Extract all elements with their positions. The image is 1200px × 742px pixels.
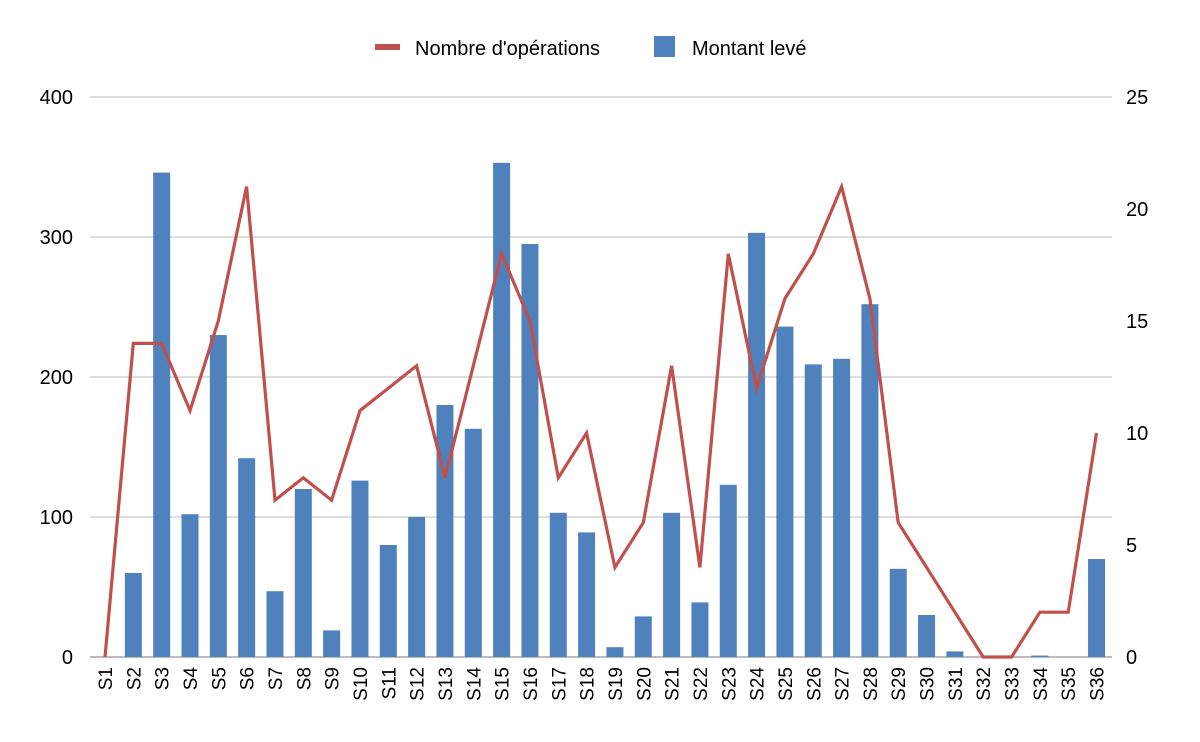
bar-S17 xyxy=(549,512,567,657)
bar-S22 xyxy=(691,602,709,657)
bar-S3 xyxy=(153,172,171,657)
bar-S6 xyxy=(238,458,256,657)
x-tick-label: S16 xyxy=(521,667,542,701)
bar-S18 xyxy=(578,532,596,657)
bar-S31 xyxy=(946,651,964,657)
bar-S27 xyxy=(833,358,851,657)
x-tick-label: S7 xyxy=(266,667,287,690)
x-tick-label: S35 xyxy=(1059,667,1080,701)
right-tick-label: 5 xyxy=(1126,535,1137,557)
x-tick-label: S32 xyxy=(974,667,995,701)
bar-S24 xyxy=(748,232,766,658)
left-axis: 0 100 200 300 400 xyxy=(40,87,73,669)
x-tick-label: S36 xyxy=(1088,667,1109,701)
right-tick-label: 0 xyxy=(1126,647,1137,669)
x-tick-label: S31 xyxy=(946,667,967,701)
x-tick-label: S3 xyxy=(153,667,174,690)
x-tick-label: S2 xyxy=(124,667,145,690)
legend: Nombre d'opérations Montant levé xyxy=(375,36,807,60)
x-tick-label: S8 xyxy=(294,667,315,690)
bar-S7 xyxy=(266,591,284,657)
left-tick-label: 100 xyxy=(40,507,73,529)
bar-S34 xyxy=(1031,655,1049,657)
x-tick-label: S28 xyxy=(861,667,882,701)
gridlines xyxy=(90,96,1112,658)
x-tick-label: S30 xyxy=(918,667,939,701)
x-tick-label: S27 xyxy=(833,667,854,701)
x-tick-label: S22 xyxy=(691,667,712,701)
bar-S2 xyxy=(124,573,142,657)
x-tick-label: S33 xyxy=(1003,667,1024,701)
bar-S23 xyxy=(719,484,737,657)
bar-S11 xyxy=(379,545,397,657)
x-tick-label: S15 xyxy=(493,667,514,701)
left-tick-label: 200 xyxy=(40,367,73,389)
bar-S26 xyxy=(804,364,822,657)
right-axis: 0 5 10 15 20 25 xyxy=(1126,87,1148,669)
x-tick-label: S24 xyxy=(748,667,769,701)
bar-S28 xyxy=(861,304,879,657)
x-tick-label: S17 xyxy=(549,667,570,701)
right-tick-label: 20 xyxy=(1126,199,1148,221)
x-tick-label: S5 xyxy=(209,667,230,690)
x-tick-label: S23 xyxy=(719,667,740,701)
bar-S4 xyxy=(181,514,199,657)
x-tick-label: S20 xyxy=(634,667,655,701)
x-tick-label: S4 xyxy=(181,667,202,691)
bar-S12 xyxy=(408,517,426,657)
x-tick-label: S21 xyxy=(663,667,684,701)
x-axis: S1 S2 S3 S4 S5 S6 S7 S8 S9 S10 S11 S12 S13 S14 S15 S16 S… xyxy=(96,667,1109,701)
x-tick-label: S18 xyxy=(578,667,599,701)
bar-S5 xyxy=(209,335,227,657)
line-operations xyxy=(103,181,1099,659)
x-tick-label: S26 xyxy=(804,667,825,701)
right-tick-label: 15 xyxy=(1126,311,1148,333)
line-series xyxy=(103,181,1099,659)
x-tick-label: S29 xyxy=(889,667,910,701)
x-tick-label: S25 xyxy=(776,667,797,701)
bar-S10 xyxy=(351,480,369,657)
legend-label-operations: Nombre d'opérations xyxy=(415,38,600,60)
x-tick-label: S12 xyxy=(408,667,429,701)
bar-S20 xyxy=(634,616,652,657)
right-tick-label: 25 xyxy=(1126,87,1148,109)
bar-S29 xyxy=(889,568,907,657)
bar-S13 xyxy=(436,405,454,657)
legend-bar-marker xyxy=(654,36,675,57)
left-tick-label: 0 xyxy=(62,647,73,669)
bar-S8 xyxy=(294,489,312,657)
bar-S21 xyxy=(663,512,681,657)
bar-S25 xyxy=(776,326,794,657)
x-tick-label: S11 xyxy=(379,667,400,699)
x-tick-label: S1 xyxy=(96,667,117,690)
bar-S36 xyxy=(1088,559,1106,657)
x-tick-label: S14 xyxy=(464,667,485,701)
legend-label-amount: Montant levé xyxy=(692,38,807,60)
x-tick-label: S19 xyxy=(606,667,627,701)
bar-S19 xyxy=(606,647,624,657)
x-tick-label: S10 xyxy=(351,667,372,701)
bar-S30 xyxy=(918,615,936,657)
legend-line-marker xyxy=(375,44,400,50)
x-tick-label: S6 xyxy=(238,667,259,690)
x-tick-label: S34 xyxy=(1031,667,1052,701)
left-tick-label: 300 xyxy=(40,227,73,249)
bar-S9 xyxy=(323,630,341,657)
bar-S15 xyxy=(493,162,511,658)
x-tick-label: S13 xyxy=(436,667,457,701)
bar-series xyxy=(124,162,1106,658)
left-tick-label: 400 xyxy=(40,87,73,109)
right-tick-label: 10 xyxy=(1126,423,1148,445)
bar-S14 xyxy=(464,428,482,657)
x-tick-label: S9 xyxy=(323,667,344,690)
